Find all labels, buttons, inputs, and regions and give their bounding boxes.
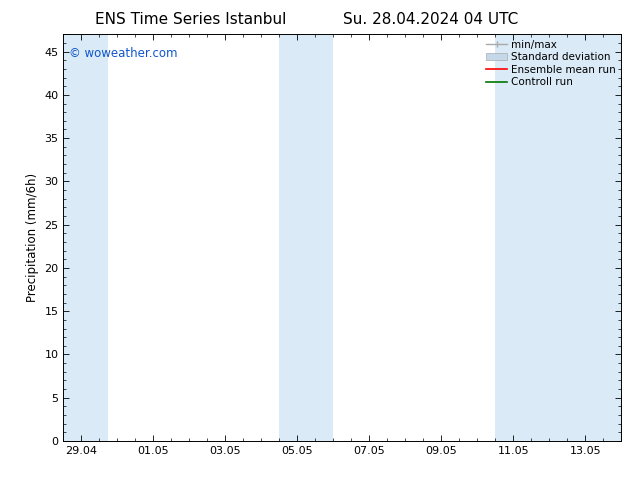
Text: Su. 28.04.2024 04 UTC: Su. 28.04.2024 04 UTC — [344, 12, 519, 27]
Legend: min/max, Standard deviation, Ensemble mean run, Controll run: min/max, Standard deviation, Ensemble me… — [483, 36, 619, 91]
Y-axis label: Precipitation (mm/6h): Precipitation (mm/6h) — [26, 173, 39, 302]
Bar — [495, 34, 621, 441]
Bar — [63, 34, 108, 441]
Bar — [280, 34, 333, 441]
Text: © woweather.com: © woweather.com — [69, 47, 178, 59]
Text: ENS Time Series Istanbul: ENS Time Series Istanbul — [94, 12, 286, 27]
